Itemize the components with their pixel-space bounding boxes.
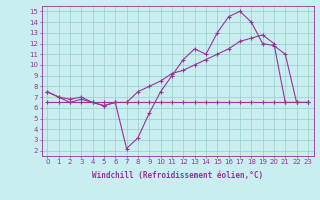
- X-axis label: Windchill (Refroidissement éolien,°C): Windchill (Refroidissement éolien,°C): [92, 171, 263, 180]
